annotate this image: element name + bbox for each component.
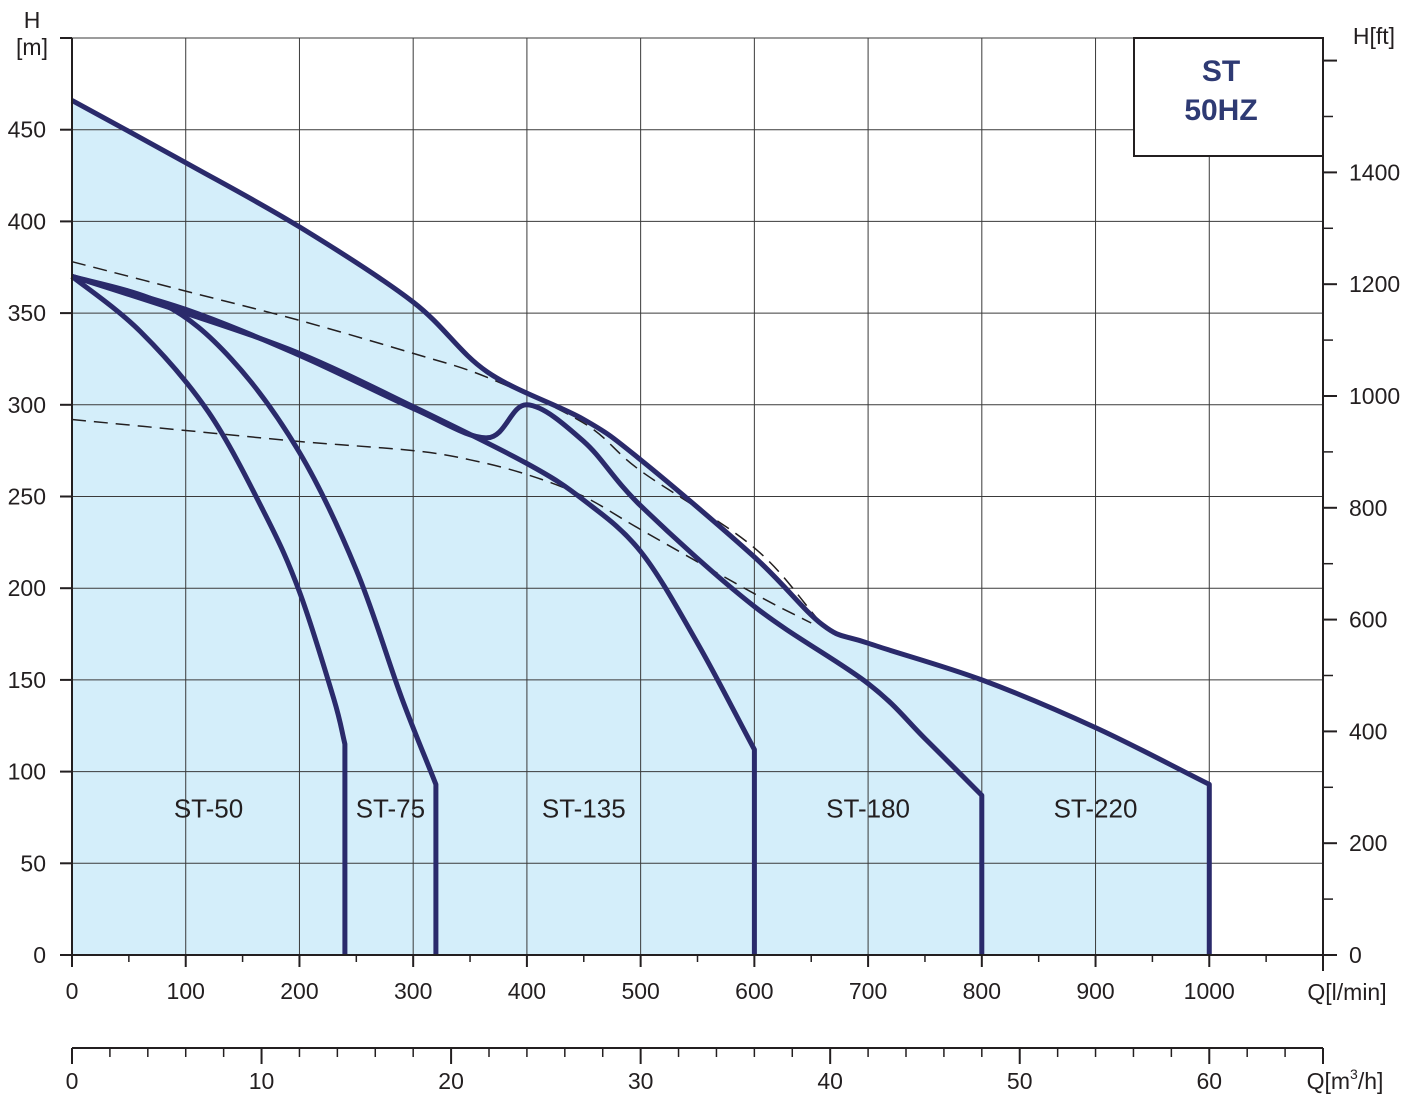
y2-tick-label: 400 xyxy=(1349,718,1387,744)
series-label-st-135: ST-135 xyxy=(542,794,626,824)
y2-tick-label: 200 xyxy=(1349,830,1387,856)
x2-axis-title-suffix: /h] xyxy=(1358,1068,1384,1094)
y-axis-unit: [m] xyxy=(16,34,48,60)
series-label-st-75: ST-75 xyxy=(356,794,425,824)
x2-axis-title-sup: 3 xyxy=(1350,1066,1358,1082)
x-tick-label: 0 xyxy=(66,978,79,1004)
x2-tick-label: 10 xyxy=(249,1068,275,1094)
series-label-st-220: ST-220 xyxy=(1054,794,1138,824)
dashed-line-2 xyxy=(71,418,812,624)
y2-tick-label: 0 xyxy=(1349,942,1362,968)
x-tick-label: 200 xyxy=(280,978,318,1004)
y2-tick-label: 1400 xyxy=(1349,159,1400,185)
x-tick-label: 1000 xyxy=(1184,978,1235,1004)
x-tick-label: 400 xyxy=(508,978,546,1004)
labels-layer: ST-50 ST-75 ST-135 ST-180 ST-220 xyxy=(174,794,1138,824)
y-tick-label: 100 xyxy=(8,759,46,785)
x-tick-label: 600 xyxy=(735,978,773,1004)
y-tick-label: 400 xyxy=(8,208,46,234)
series-label-st-180: ST-180 xyxy=(826,794,910,824)
y2-tick-label: 600 xyxy=(1349,607,1387,633)
y-tick-label: 150 xyxy=(8,667,46,693)
x2-tick-label: 60 xyxy=(1196,1068,1222,1094)
chart-subtitle: 50HZ xyxy=(1184,94,1257,127)
x-tick-label: 300 xyxy=(394,978,432,1004)
x2-tick-label: 30 xyxy=(628,1068,654,1094)
curve-st-50 xyxy=(70,274,348,955)
y-tick-label: 250 xyxy=(8,484,46,510)
x-tick-label: 100 xyxy=(167,978,205,1004)
x2-axis-title-prefix: Q[m xyxy=(1307,1068,1350,1094)
axes-layer: 0 100 200 300 400 500 600 700 800 900 100005010015… xyxy=(8,37,1400,1094)
x-tick-label: 900 xyxy=(1076,978,1114,1004)
y2-tick-label: 1200 xyxy=(1349,271,1400,297)
x2-tick-label: 50 xyxy=(1007,1068,1033,1094)
dashed-line-1 xyxy=(71,260,824,626)
x-axis-title: Q[l/min] xyxy=(1307,979,1386,1005)
y-tick-label: 200 xyxy=(8,575,46,601)
y-tick-label: 300 xyxy=(8,392,46,418)
dashed-lines-layer xyxy=(71,260,824,626)
y-tick-label: 0 xyxy=(33,942,46,968)
x2-tick-label: 0 xyxy=(66,1068,79,1094)
title-box xyxy=(1133,37,1324,157)
y2-tick-label: 1000 xyxy=(1349,383,1400,409)
y2-axis-title: H[ft] xyxy=(1353,23,1395,49)
y-tick-label: 50 xyxy=(20,850,46,876)
curve-st-220 xyxy=(70,98,1212,956)
y2-tick-label: 800 xyxy=(1349,495,1387,521)
x2-tick-label: 20 xyxy=(438,1068,464,1094)
x-tick-label: 700 xyxy=(849,978,887,1004)
y-axis-title: H xyxy=(24,7,41,33)
x-tick-label: 500 xyxy=(621,978,659,1004)
x-tick-label: 800 xyxy=(963,978,1001,1004)
series-label-st-50: ST-50 xyxy=(174,794,243,824)
chart-title: ST xyxy=(1202,55,1240,88)
y-tick-label: 450 xyxy=(8,117,46,143)
x2-axis-title: Q[m3/h] xyxy=(1307,1066,1384,1094)
y-tick-label: 350 xyxy=(8,300,46,326)
x2-tick-label: 40 xyxy=(817,1068,843,1094)
curve-st-180 xyxy=(71,273,985,955)
curves-layer xyxy=(70,98,1212,956)
